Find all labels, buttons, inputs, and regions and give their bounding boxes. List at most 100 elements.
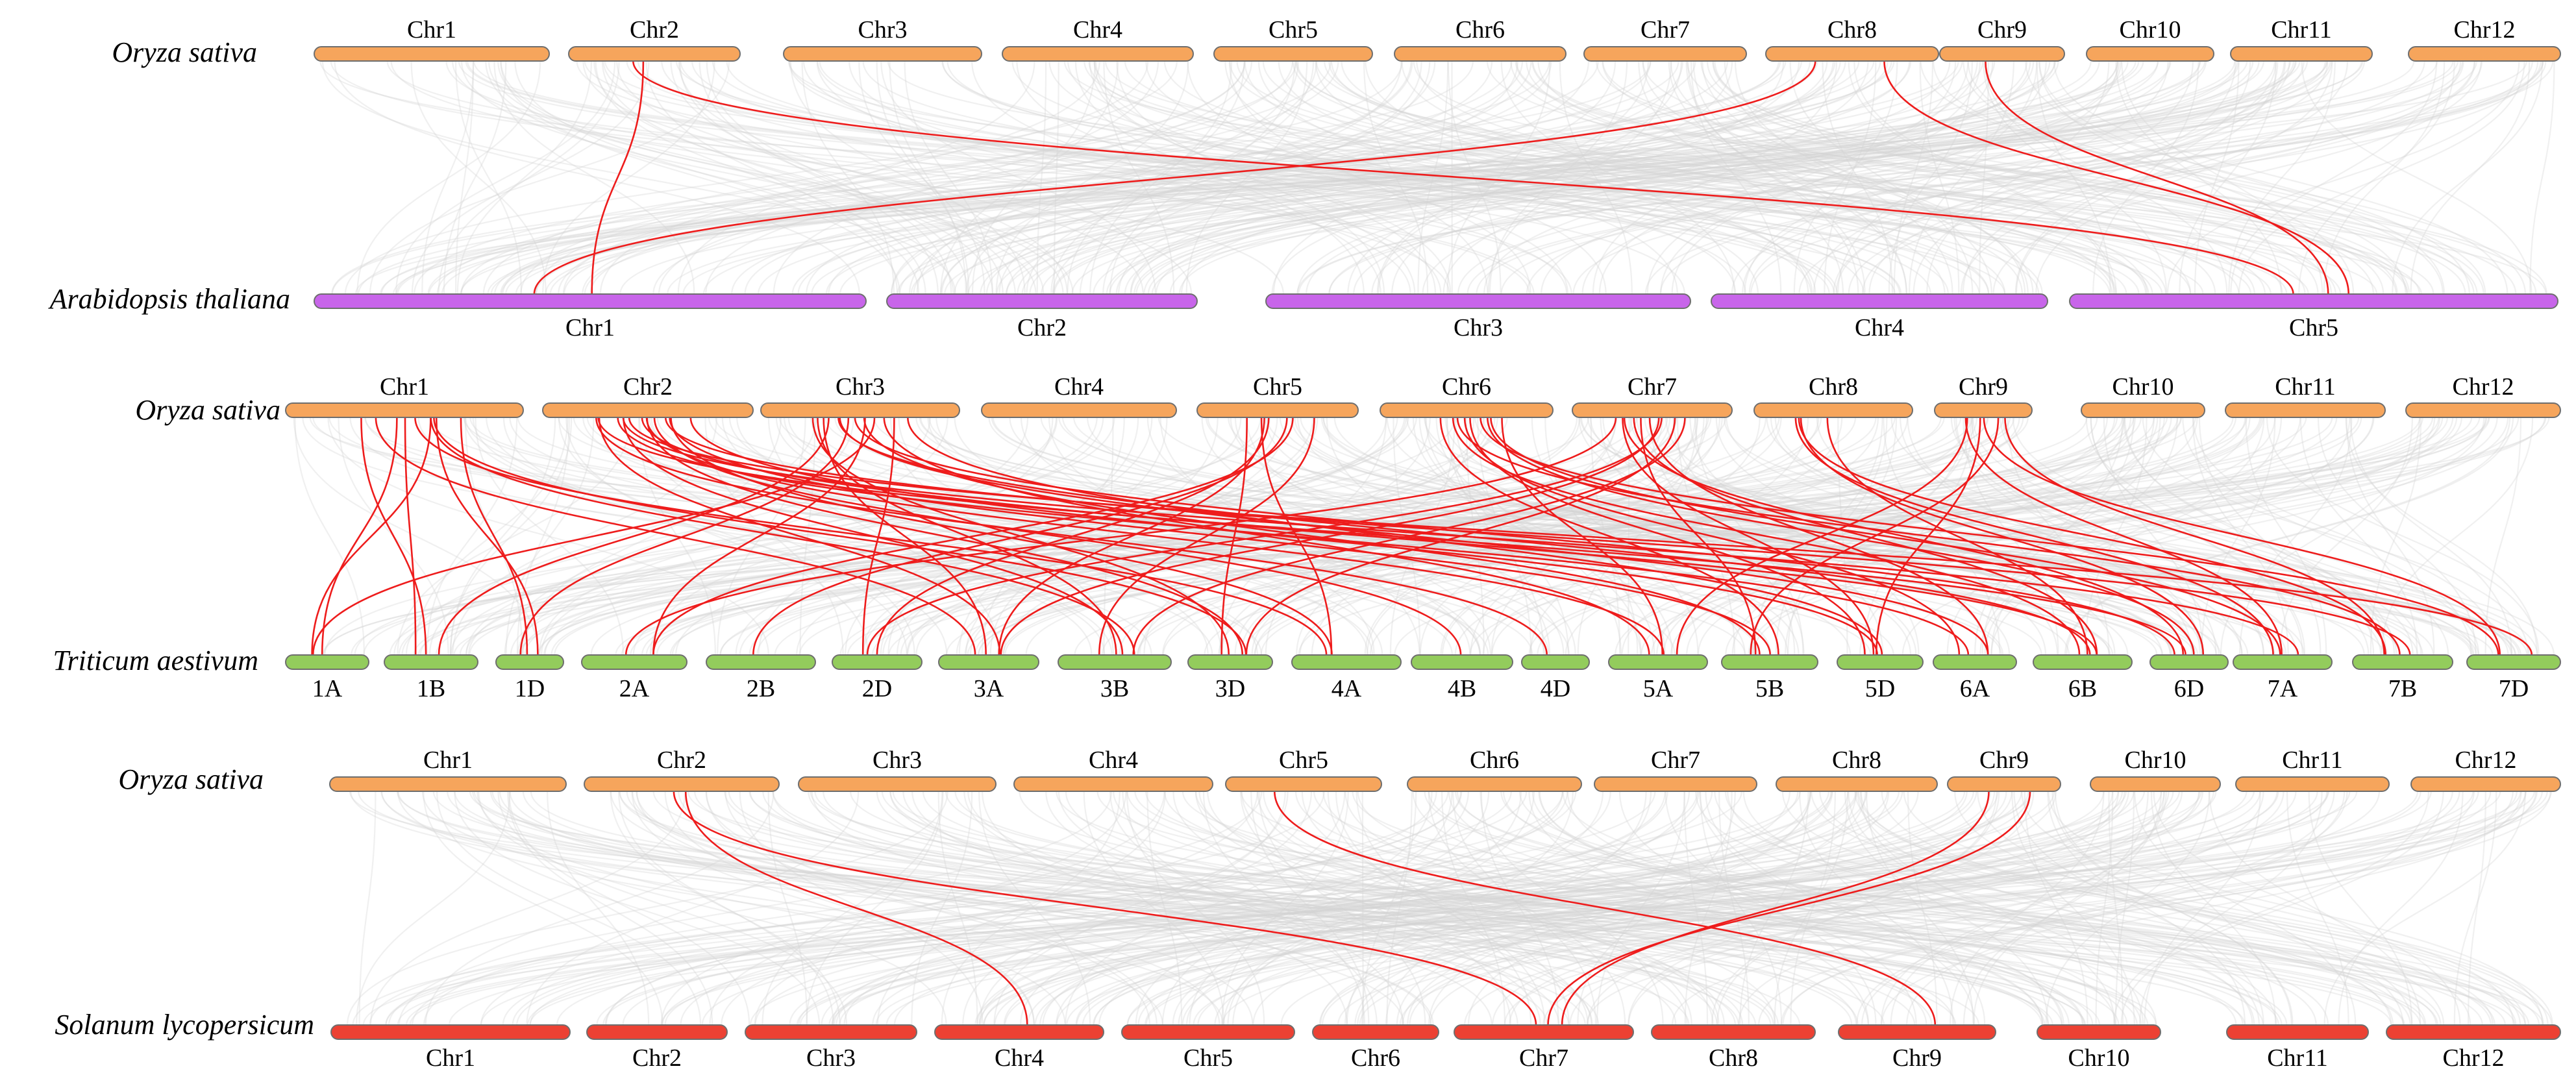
background-link <box>1857 791 2260 1026</box>
background-link <box>909 60 1413 295</box>
background-link <box>735 417 1242 656</box>
background-link <box>1713 60 2484 295</box>
background-link <box>529 791 2501 1026</box>
background-link <box>1263 791 1776 1026</box>
chromosome-bar <box>1521 654 1590 670</box>
background-link <box>941 60 2153 295</box>
background-link <box>1126 791 2237 1026</box>
chromosome-bar <box>1380 402 1554 418</box>
background-link <box>1446 417 1544 656</box>
background-link <box>1386 791 1413 1026</box>
highlighted-link <box>1640 417 1757 656</box>
highlighted-link <box>1622 417 1875 656</box>
background-link <box>1102 60 1422 295</box>
background-link <box>789 60 1931 295</box>
chromosome-bar <box>1594 776 1757 792</box>
background-link <box>1223 791 1604 1026</box>
background-link <box>1983 60 2168 295</box>
background-link <box>1322 791 2070 1026</box>
background-link <box>1531 60 2409 295</box>
highlighted-link <box>1487 417 2195 656</box>
chromosome-label: 6B <box>2068 675 2097 702</box>
background-link <box>1868 60 2286 295</box>
background-link <box>1198 791 1927 1026</box>
background-link <box>358 791 377 1026</box>
background-link <box>1454 791 2517 1026</box>
background-link <box>417 417 2473 656</box>
background-link <box>1428 791 1811 1026</box>
background-link <box>529 791 1829 1026</box>
background-link <box>2036 60 2111 295</box>
background-link <box>1065 791 1346 1026</box>
chromosome-bar <box>2233 654 2333 670</box>
background-link <box>2239 417 2353 656</box>
background-link <box>1357 791 2142 1026</box>
background-link <box>941 791 1121 1026</box>
background-link <box>1127 791 2278 1026</box>
background-link <box>679 60 969 295</box>
highlighted-link <box>752 417 1288 656</box>
background-link <box>1790 791 1836 1026</box>
chromosome-bar <box>938 654 1039 670</box>
background-link <box>1888 60 1973 295</box>
chromosome-bar <box>1776 776 1938 792</box>
background-link <box>1416 60 2023 295</box>
background-link <box>1984 417 2283 656</box>
highlighted-link <box>1439 417 1779 656</box>
background-link <box>1296 60 2544 295</box>
background-link <box>1440 417 1843 656</box>
chromosome-label: Chr9 <box>1977 16 2027 43</box>
background-link <box>1251 417 1723 656</box>
background-link <box>749 791 2217 1026</box>
background-link <box>1844 791 2049 1026</box>
background-link <box>1489 60 1628 295</box>
background-link <box>1908 60 2014 295</box>
background-link <box>1134 791 2526 1026</box>
chromosome-label: Chr1 <box>565 314 615 341</box>
chromosome-label: 2D <box>862 675 892 702</box>
background-link <box>1967 60 2444 295</box>
background-link <box>1219 417 1387 656</box>
chromosome-bar <box>1407 776 1582 792</box>
background-link <box>502 417 948 656</box>
background-link <box>1515 60 2517 295</box>
background-link <box>480 791 1325 1026</box>
background-link <box>1861 791 2348 1026</box>
background-link <box>739 417 1668 656</box>
background-link <box>1444 417 2011 656</box>
background-link <box>1056 791 2174 1026</box>
background-link <box>1974 417 2124 656</box>
chromosome-bar <box>1454 1024 1634 1040</box>
background-link <box>385 791 2032 1026</box>
background-link <box>721 791 1437 1026</box>
highlighted-link <box>1501 417 1663 656</box>
background-link <box>1689 417 1920 656</box>
background-link <box>1430 791 2170 1026</box>
background-link <box>2192 417 2499 656</box>
background-link <box>1230 417 1746 656</box>
background-link <box>1531 791 2157 1026</box>
background-link <box>1058 417 2520 656</box>
background-link <box>1835 60 2277 295</box>
background-link <box>1600 417 1805 656</box>
highlighted-link <box>2004 417 2385 656</box>
background-link <box>1061 417 2401 656</box>
background-link <box>1227 791 1522 1026</box>
background-link <box>887 60 2547 295</box>
chromosome-label: 7A <box>2268 675 2298 702</box>
background-link <box>497 791 848 1026</box>
background-link <box>1093 60 1437 295</box>
background-link <box>1122 791 1378 1026</box>
background-link <box>652 60 1513 295</box>
background-link <box>678 791 1600 1026</box>
background-link <box>1207 791 1725 1026</box>
background-link <box>331 60 1652 295</box>
background-link <box>409 791 2535 1026</box>
background-link <box>1526 60 2192 295</box>
background-link <box>1684 791 1733 1026</box>
background-link <box>636 791 1434 1026</box>
background-link <box>880 417 1278 656</box>
background-link <box>2484 417 2522 656</box>
background-link <box>556 791 1966 1026</box>
background-link <box>514 60 920 295</box>
